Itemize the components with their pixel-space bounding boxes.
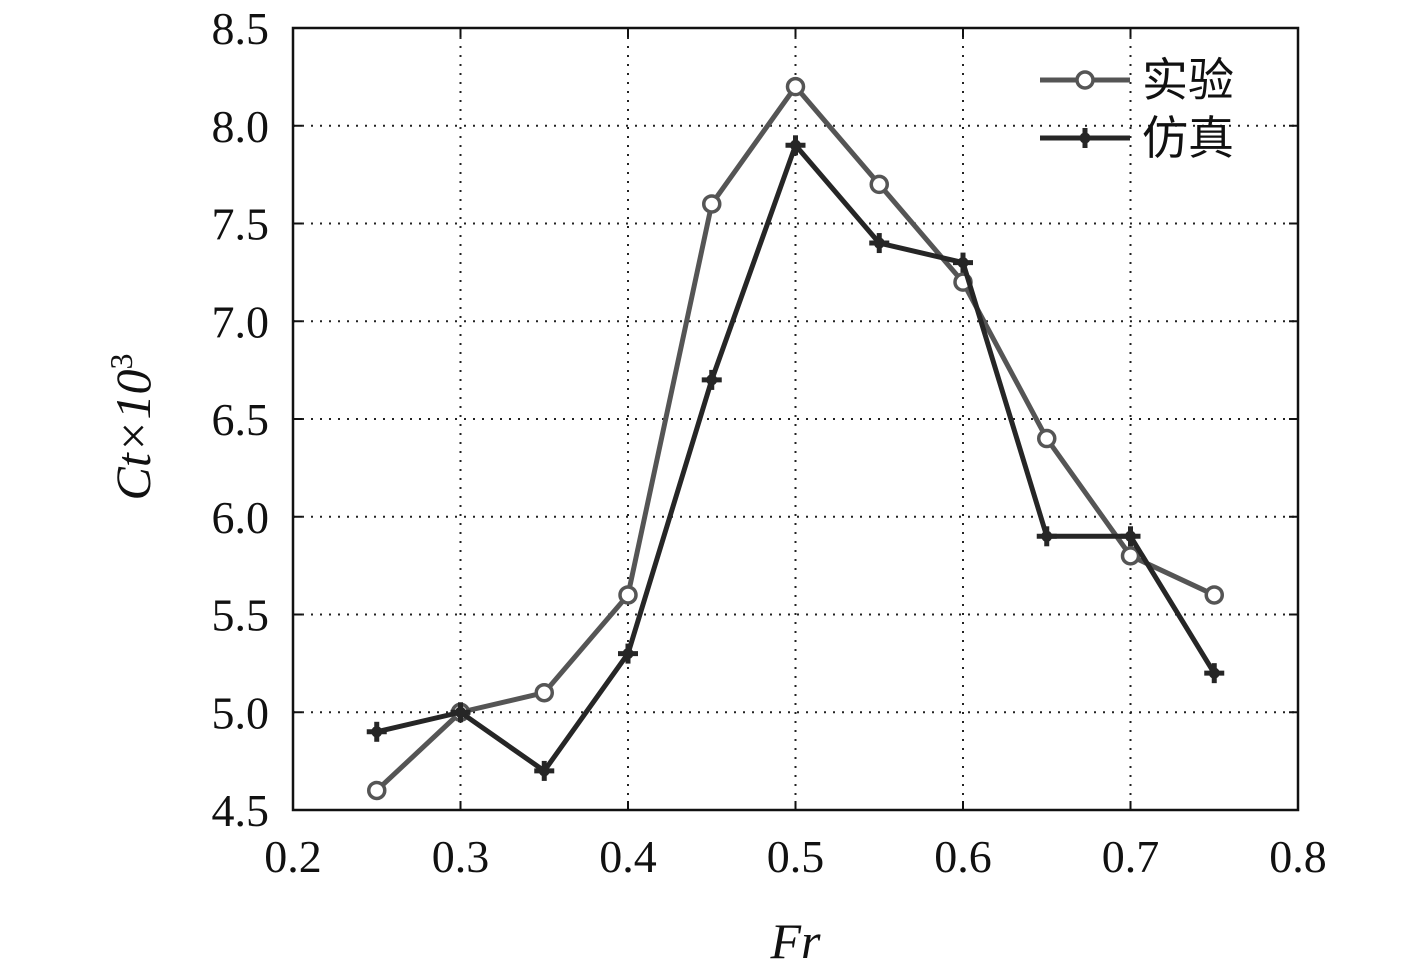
series-1	[367, 76, 1224, 801]
data-point	[953, 252, 973, 273]
data-point	[869, 233, 890, 254]
y-tick-label: 4.5	[212, 785, 270, 836]
data-point	[701, 369, 722, 390]
marker-core	[622, 648, 634, 660]
y-axis-title-sup: 3	[103, 354, 139, 370]
data-point	[618, 643, 638, 664]
data-point	[1036, 526, 1057, 547]
legend-label: 仿真	[1142, 111, 1234, 165]
data-point	[618, 585, 638, 605]
data-point	[1204, 663, 1225, 684]
data-point	[869, 174, 889, 195]
series-2	[366, 135, 1225, 781]
data-point	[366, 721, 387, 742]
series-line	[375, 84, 1216, 793]
legend-marker	[1075, 70, 1095, 90]
grid-layer	[293, 28, 1298, 810]
y-tick-label: 5.0	[212, 687, 270, 738]
y-tick-label: 7.0	[212, 296, 270, 347]
data-point	[702, 194, 722, 214]
x-tick-label: 0.5	[767, 831, 825, 882]
legend-label: 实验	[1142, 53, 1234, 107]
x-tick-label: 0.2	[264, 831, 322, 882]
marker-core	[706, 374, 718, 386]
legend-item: 仿真	[1040, 111, 1234, 165]
y-tick-label: 5.5	[212, 590, 270, 641]
data-point	[534, 682, 554, 703]
x-tick-label: 0.8	[1269, 831, 1327, 882]
marker-core	[957, 257, 969, 269]
legend-item: 实验	[1040, 53, 1234, 107]
y-axis-title-base: Ct×10	[105, 370, 161, 501]
marker-core	[1125, 530, 1136, 542]
marker-core	[790, 139, 801, 151]
x-tick-label: 0.4	[599, 831, 657, 882]
x-tick-label: 0.6	[934, 831, 992, 882]
data-point	[1120, 526, 1141, 547]
marker-core	[873, 237, 885, 249]
y-axis-title: Ct×103	[103, 354, 161, 501]
data-point	[1204, 585, 1224, 605]
data-point	[534, 760, 555, 781]
x-tick-label: 0.7	[1102, 831, 1160, 882]
y-tick-label: 7.5	[212, 199, 270, 250]
data-point	[450, 702, 471, 723]
data-point	[785, 135, 806, 156]
data-point	[367, 780, 387, 801]
marker-core	[1041, 530, 1053, 542]
axes-layer: 0.2 0.3 0.4 0.5 0.6 0.7 0.8 4.5 5.0 5.5 6.0 6.5 7.0 7…	[212, 3, 1327, 882]
y-tick-label: 8.5	[212, 3, 270, 54]
data-point	[1037, 428, 1057, 449]
y-tick-label: 6.0	[212, 492, 270, 543]
series-layer	[366, 76, 1225, 801]
x-tick-label: 0.3	[432, 831, 490, 882]
y-tick-label: 6.5	[212, 394, 270, 445]
data-point	[785, 76, 806, 97]
y-tick-label: 8.0	[212, 101, 270, 152]
x-axis-title: Fr	[770, 913, 822, 969]
marker-core	[371, 726, 383, 738]
legend-marker	[1075, 128, 1095, 148]
data-point	[1120, 546, 1141, 566]
marker-core	[1208, 667, 1220, 679]
marker-core	[1079, 132, 1091, 144]
marker-core	[538, 765, 550, 777]
marker-core	[455, 706, 466, 718]
